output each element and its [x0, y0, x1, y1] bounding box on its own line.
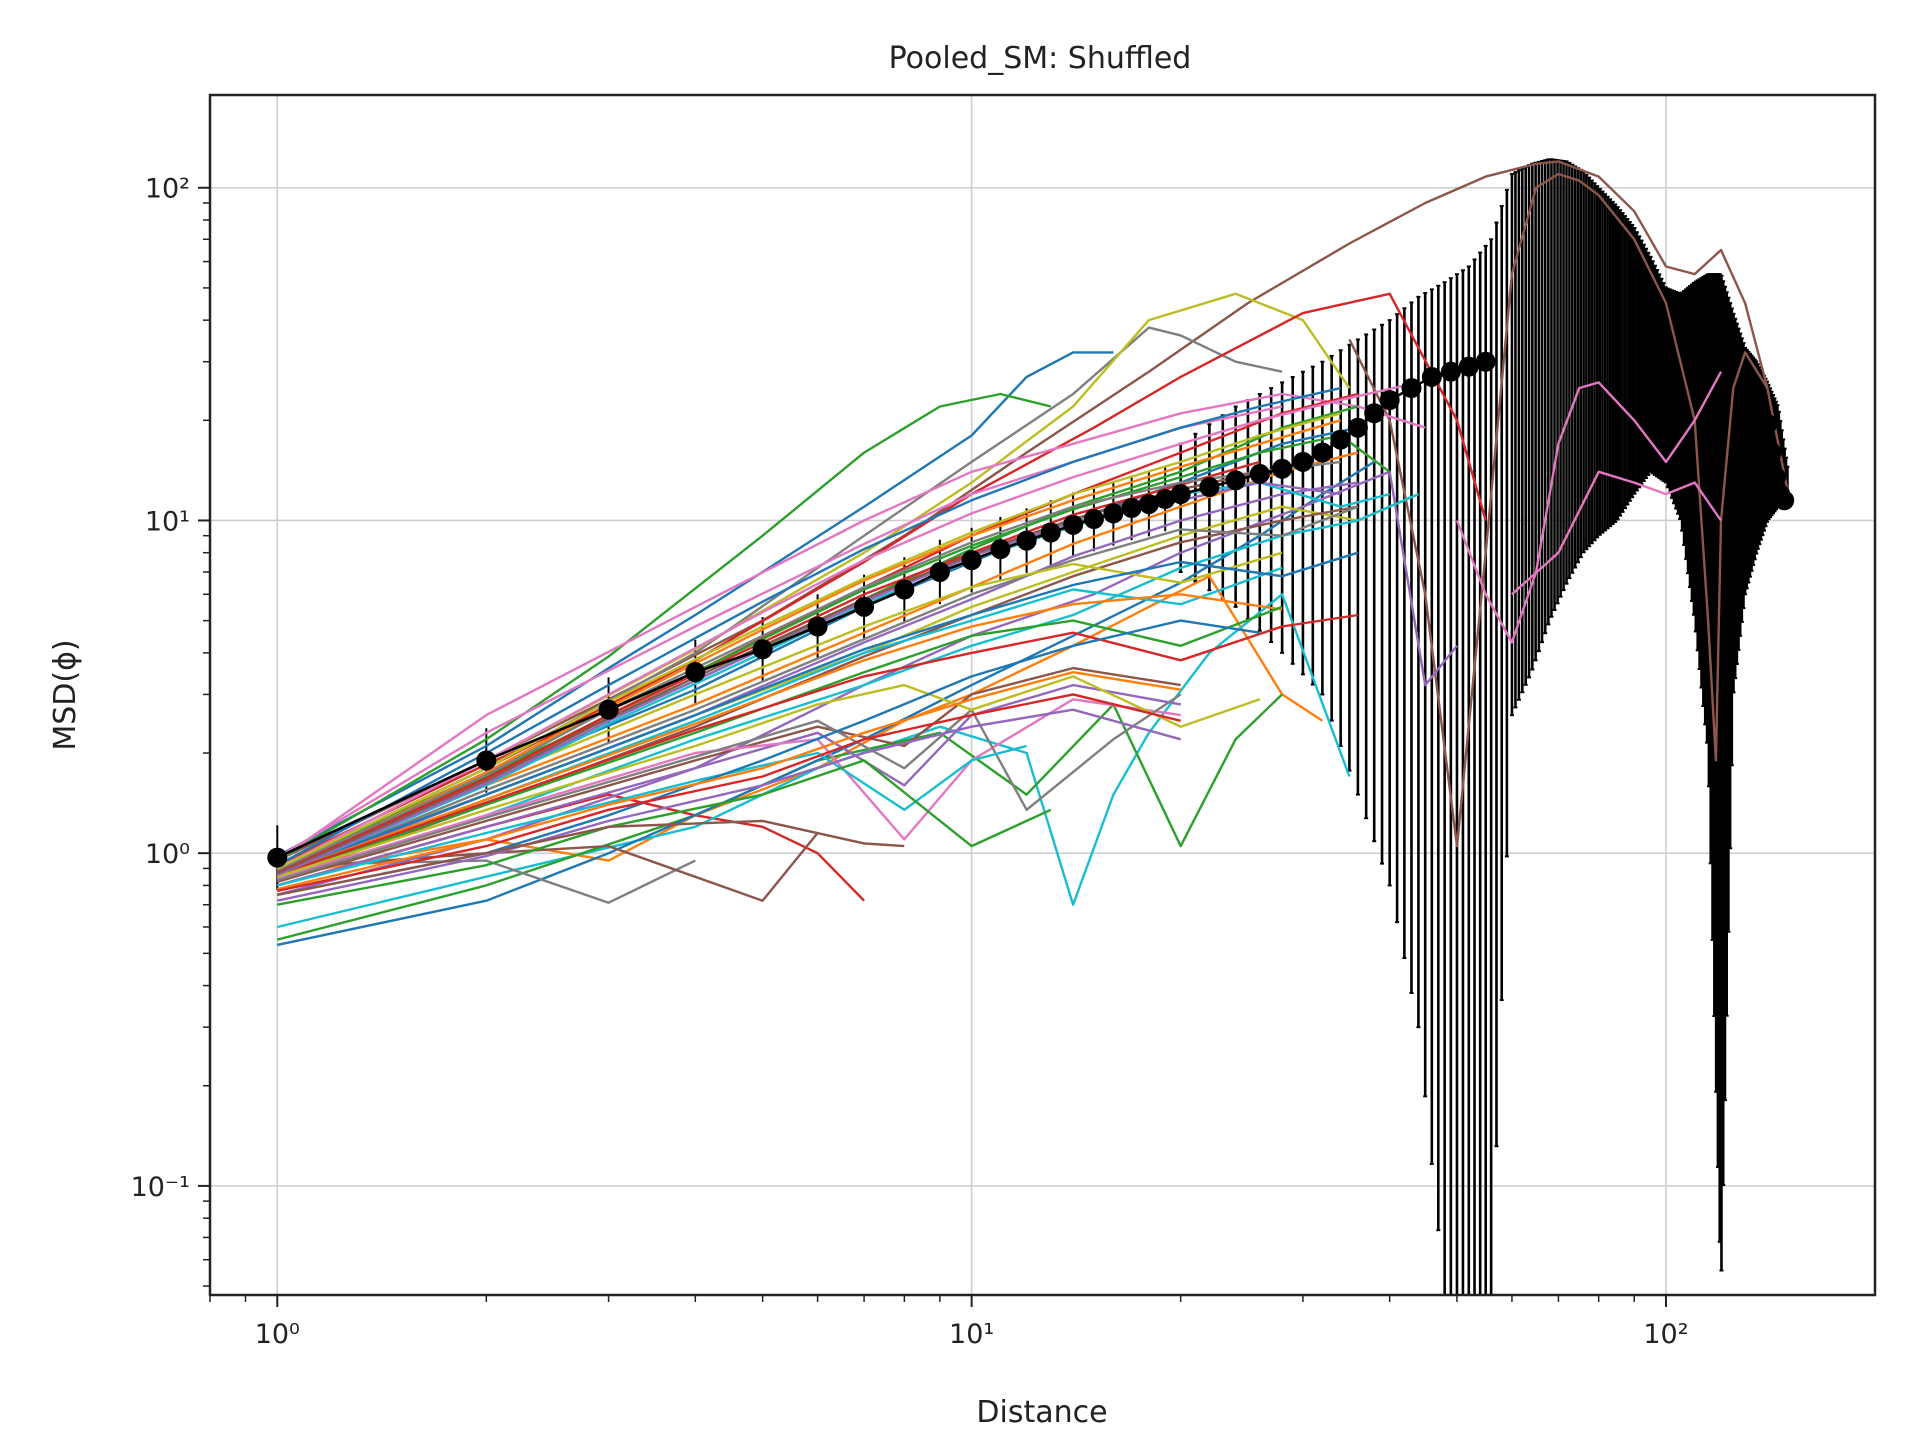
- mean-point: [1063, 514, 1084, 535]
- mean-point: [1440, 361, 1461, 382]
- mean-point: [1121, 498, 1142, 519]
- mean-point: [1225, 470, 1246, 491]
- mean-series: [267, 351, 1795, 868]
- mean-point: [1249, 463, 1270, 484]
- mean-point: [929, 562, 950, 583]
- x-tick-label: 10¹: [949, 1319, 994, 1350]
- mean-point: [807, 616, 828, 637]
- mean-point: [1138, 494, 1159, 515]
- mean-point: [894, 579, 915, 600]
- series-line-39: [276, 675, 1261, 878]
- x-axis-title: Distance: [976, 1395, 1107, 1430]
- series-line-35: [276, 683, 1181, 887]
- series-line-5: [276, 351, 1114, 858]
- series-line-11: [277, 575, 1324, 878]
- mean-point: [1421, 366, 1442, 387]
- mean-point: [1292, 451, 1313, 472]
- series-line-41: [277, 619, 1260, 896]
- mean-point: [961, 550, 982, 571]
- mean-point: [1155, 489, 1176, 510]
- mean-point: [1272, 458, 1293, 479]
- mean-point: [1103, 503, 1124, 524]
- y-tick-label: 10⁰: [145, 839, 190, 870]
- mean-point: [1330, 429, 1351, 450]
- y-tick-label: 10²: [145, 174, 190, 205]
- mean-point: [1170, 484, 1191, 505]
- series-line-47: [276, 381, 1419, 870]
- mean-point: [1757, 413, 1778, 434]
- mean-point: [1083, 509, 1104, 530]
- mean-point: [1401, 378, 1422, 399]
- series-line-9: [276, 292, 1487, 870]
- series-line-44: [277, 693, 1181, 893]
- series-line-36: [276, 666, 1181, 884]
- mean-point: [854, 596, 875, 617]
- x-tick-label: 10⁰: [255, 1319, 300, 1350]
- series-line-3: [1455, 371, 1723, 644]
- chart-title: Pooled_SM: Shuffled: [889, 41, 1192, 76]
- series-line-34: [276, 613, 1359, 877]
- series-line-33: [276, 605, 1283, 878]
- series-line-32: [276, 593, 1283, 877]
- mean-point: [752, 639, 773, 660]
- series-line-54: [276, 460, 1341, 872]
- series-line-52: [276, 481, 1341, 877]
- mean-point: [1458, 356, 1479, 377]
- series-line-17: [276, 470, 1458, 896]
- series-line-28: [276, 505, 1359, 877]
- series-line-38: [276, 693, 1182, 882]
- mean-point: [598, 699, 619, 720]
- error-bars: [276, 158, 1790, 1295]
- series-line-45: [277, 708, 1182, 902]
- series-line-53: [276, 460, 1261, 873]
- mean-point: [1475, 351, 1496, 372]
- mean-point: [1199, 477, 1220, 498]
- x-tick-label: 10²: [1643, 1319, 1688, 1350]
- mean-point: [1040, 522, 1061, 543]
- series-line-48: [276, 386, 1341, 867]
- mean-point: [1379, 390, 1400, 411]
- mean-point: [476, 750, 497, 771]
- series-line-13: [276, 693, 1283, 941]
- mean-point: [1347, 417, 1368, 438]
- series-line-37: [276, 698, 1181, 880]
- series-line-6: [276, 392, 1052, 862]
- y-tick-label: 10¹: [145, 506, 190, 537]
- series-line-43: [277, 759, 1052, 906]
- series-line-18: [276, 392, 1426, 862]
- y-tick-label: 10⁻¹: [131, 1172, 190, 1203]
- mean-point: [1765, 467, 1786, 488]
- series-line-12: [277, 593, 1351, 929]
- series-line-40: [277, 744, 1027, 887]
- mean-point: [1364, 403, 1385, 424]
- mean-point: [267, 847, 288, 868]
- mean-point: [1016, 530, 1037, 551]
- mean-point: [990, 539, 1011, 560]
- series-line-46: [277, 819, 905, 896]
- series-line-31: [276, 551, 1359, 875]
- series-line-15: [277, 859, 696, 904]
- mean-point: [1761, 442, 1782, 463]
- series-line-42: [277, 671, 1181, 891]
- y-axis-title: MSD(ϕ): [48, 639, 83, 750]
- mean-point: [685, 662, 706, 683]
- series-line-4: [1511, 470, 1722, 596]
- mean-point: [1774, 490, 1795, 511]
- series-line-50: [276, 419, 1342, 873]
- axis-ticks: 10⁰ 10¹ 10² 10⁻¹ 10⁰ 10¹ 10²: [131, 174, 1689, 1350]
- mean-point: [1312, 442, 1333, 463]
